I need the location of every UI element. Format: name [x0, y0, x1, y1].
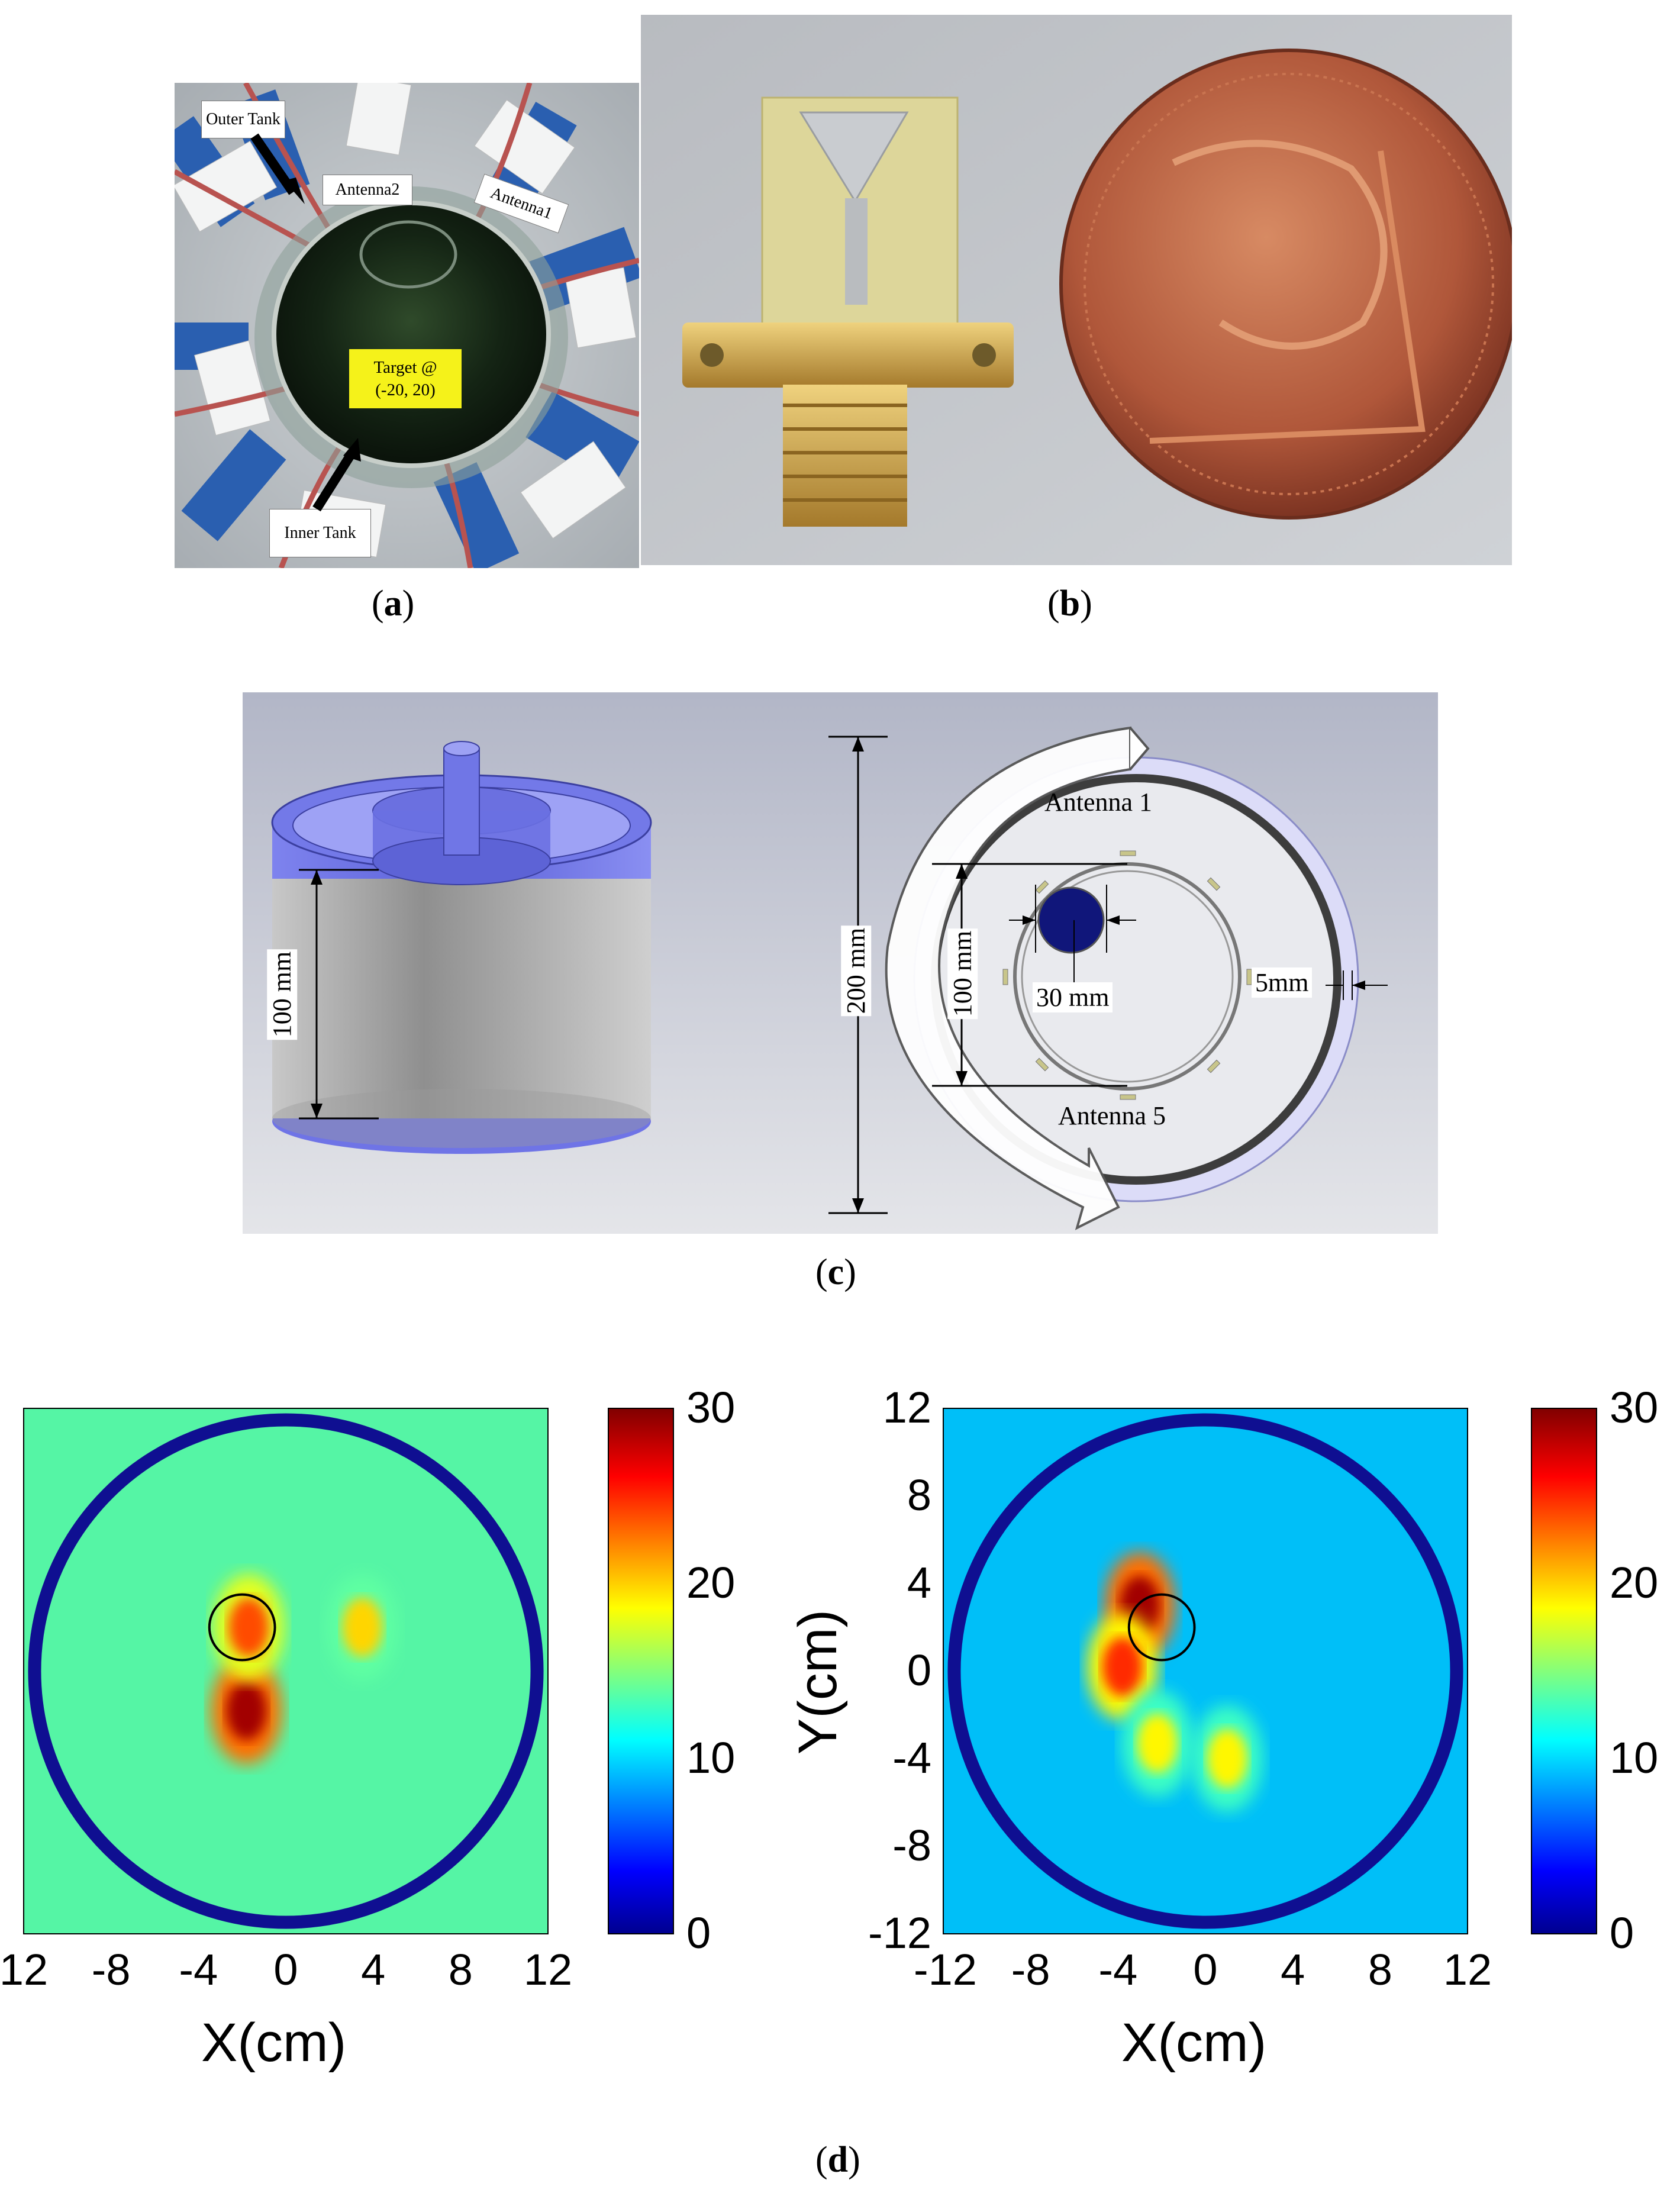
x-tick-label: 0 [273, 1945, 298, 1994]
heatmap-left [23, 1408, 549, 1934]
heatmap-left-ring [28, 1413, 544, 1929]
heatmap-figure [23, 1408, 1597, 1934]
y-tick-label: 0 [907, 1646, 931, 1695]
antenna-photo-drawing [641, 15, 1512, 565]
panel-label-b: (b) [1047, 583, 1092, 624]
label-target-line2: (-20, 20) [375, 380, 436, 399]
colorbar-tick-label: 30 [1610, 1383, 1659, 1432]
label-inner-tank: Inner Tank [269, 509, 371, 557]
label-target-line1: Target @ [373, 358, 437, 377]
x-tick-label: 4 [1281, 1945, 1305, 1994]
x-tick-label: -8 [1011, 1945, 1050, 1994]
label-dim-100mm-left: 100 mm [267, 949, 298, 1040]
label-antenna2: Antenna2 [323, 175, 412, 205]
colorbar-tick-label: 0 [1610, 1908, 1634, 1957]
x-tick-label: 0 [1193, 1945, 1218, 1994]
cad-diagram: Antenna 1 Antenna 5 100 mm 200 mm 100 mm… [243, 692, 1438, 1234]
heatmap-right-blobs [1086, 1552, 1263, 1812]
heatmap-hotspot [1207, 1729, 1247, 1788]
label-antenna-5: Antenna 5 [1058, 1101, 1166, 1130]
label-target: Target @ (-20, 20) [349, 349, 462, 408]
heatmap-right-ylabel: Y(cm) [788, 1609, 849, 1755]
x-tick-label: -4 [179, 1945, 218, 1994]
heatmap-right-background [943, 1408, 1468, 1934]
colorbar-tick-label: 30 [686, 1383, 736, 1432]
y-tick-label: 4 [907, 1558, 931, 1607]
x-tick-label: 12 [523, 1945, 573, 1994]
heatmap-right-ring [947, 1413, 1463, 1929]
y-tick-label: -12 [868, 1908, 931, 1957]
callout-arrows [250, 133, 361, 512]
heatmap-hotspot [226, 1681, 267, 1740]
heatmap-right-xlabel: X(cm) [1121, 2013, 1267, 2073]
photo-antenna-coin [641, 15, 1512, 565]
x-tick-label: -4 [1098, 1945, 1138, 1994]
heatmap-hotspot [342, 1598, 383, 1657]
colorbar-tick-label: 10 [686, 1733, 736, 1782]
heatmap-left-xlabel: X(cm) [201, 2013, 347, 2073]
label-outer-tank: Outer Tank [201, 101, 285, 138]
heatmap-right [943, 1408, 1468, 1934]
colorbar-tick-label: 0 [686, 1908, 711, 1957]
x-tick-label: 12 [0, 1945, 49, 1994]
x-tick-label: -8 [91, 1945, 131, 1994]
label-antenna-1: Antenna 1 [1044, 788, 1153, 817]
x-tick-label: 4 [361, 1945, 386, 1994]
tank-photo-drawing [175, 83, 639, 568]
x-tick-label: -12 [914, 1945, 977, 1994]
photo-tank: Outer Tank Antenna2 Antenna1 Target @ (-… [175, 83, 639, 568]
y-tick-label: 12 [882, 1383, 931, 1432]
label-dim-30mm: 30 mm [1033, 982, 1113, 1012]
label-dim-5mm: 5mm [1252, 968, 1313, 998]
heatmap-left-blobs [211, 1574, 398, 1764]
y-tick-label: -8 [892, 1821, 931, 1870]
colorbar-right [1531, 1408, 1597, 1934]
panel-label-d: (d) [815, 2140, 860, 2180]
x-tick-label: 12 [1443, 1945, 1492, 1994]
label-dim-100mm-inner: 100 mm [947, 928, 978, 1020]
colorbar-tick-label: 20 [686, 1558, 736, 1607]
cad-drawing [243, 692, 1438, 1234]
y-tick-label: 8 [907, 1470, 931, 1520]
colorbar-tick-label: 10 [1610, 1733, 1659, 1782]
heatmap-left-background [24, 1408, 548, 1934]
heatmap-hotspot [228, 1598, 269, 1657]
heatmap-hotspot [1137, 1714, 1178, 1773]
y-tick-label: -4 [892, 1733, 931, 1782]
colorbar-left [608, 1408, 674, 1934]
panel-label-c: (c) [815, 1252, 856, 1292]
x-tick-label: 8 [448, 1945, 473, 1994]
heatmap-right-target-circle [1127, 1593, 1196, 1662]
colorbar-tick-label: 20 [1610, 1558, 1659, 1607]
x-tick-label: 8 [1368, 1945, 1392, 1994]
panel-label-a: (a) [372, 583, 415, 624]
heatmap-hotspot [1102, 1637, 1143, 1697]
heatmap-left-target-circle [208, 1593, 276, 1662]
label-dim-200mm: 200 mm [841, 925, 872, 1017]
